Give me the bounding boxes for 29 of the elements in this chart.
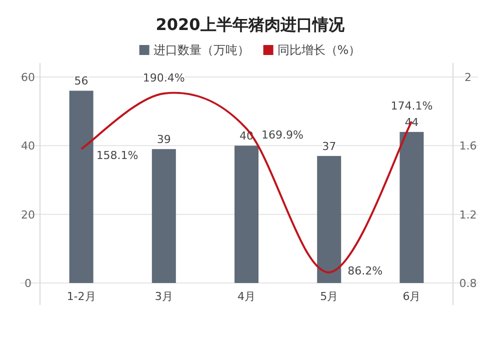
data-label: 39 <box>156 133 171 146</box>
legend-label: 同比增长（%） <box>277 43 361 57</box>
data-label: 56 <box>74 74 88 88</box>
data-label: 158.1% <box>96 148 138 162</box>
bar <box>69 90 94 283</box>
x-tick-label: 4月 <box>238 290 256 303</box>
bar <box>400 132 424 283</box>
bar <box>317 156 342 283</box>
data-label: 190.4% <box>142 71 185 84</box>
data-label: 37 <box>322 140 336 153</box>
chart-title: 2020上半年猪肉进口情况 <box>156 15 346 34</box>
y2-tick-label: 0.8 <box>459 277 477 290</box>
y2-tick-label: 1.2 <box>459 208 477 222</box>
x-tick-label: 5月 <box>320 290 338 303</box>
y2-tick-label: 1.6 <box>459 140 477 153</box>
y-tick-label: 0 <box>24 277 32 290</box>
x-tick-label: 1-2月 <box>66 290 96 303</box>
y2-tick-label: 2 <box>464 71 472 84</box>
bar <box>234 146 258 283</box>
y-tick-label: 20 <box>21 208 35 222</box>
x-tick-label: 3月 <box>154 290 173 303</box>
data-label: 169.9% <box>262 128 304 142</box>
x-tick-label: 6月 <box>402 290 421 303</box>
y-tick-label: 60 <box>21 71 35 84</box>
data-label: 86.2% <box>348 264 383 278</box>
bar <box>152 149 176 283</box>
y-tick-label: 40 <box>21 140 35 153</box>
legend-label: 进口数量（万吨） <box>153 43 250 57</box>
data-label: 174.1% <box>390 99 433 112</box>
